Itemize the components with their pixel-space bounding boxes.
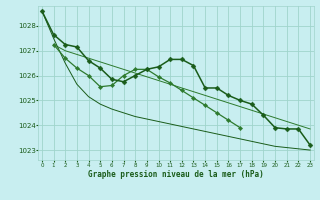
X-axis label: Graphe pression niveau de la mer (hPa): Graphe pression niveau de la mer (hPa) [88, 170, 264, 179]
